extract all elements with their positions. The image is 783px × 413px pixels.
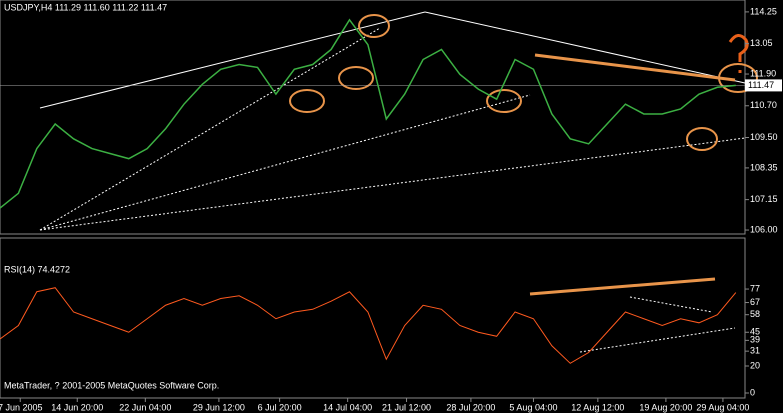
last-price-label: 111.47: [748, 80, 774, 90]
y-tick-label: 39: [750, 335, 760, 345]
y-tick-label: 67: [750, 297, 760, 307]
annotation-circle: [486, 89, 522, 113]
trend-line: [39, 27, 381, 231]
y-tick-label: 20: [750, 360, 760, 370]
y-tick-label: 109.50: [750, 132, 778, 142]
trend-line: [39, 94, 531, 231]
y-tick-label: 0: [750, 387, 755, 397]
last-price-box: [745, 79, 782, 92]
x-tick-label: 19 Aug 20:00: [639, 402, 692, 412]
x-tick-label: 7 Jun 2005: [0, 402, 43, 412]
x-tick-label: 29 Jun 12:00: [193, 402, 245, 412]
x-tick-label: 28 Jul 20:00: [446, 402, 495, 412]
y-tick-label: 110.70: [750, 100, 777, 110]
x-tick-label: 29 Aug 04:00: [696, 402, 749, 412]
price-frame: [0, 0, 746, 235]
y-tick-label: 45: [750, 327, 760, 337]
trend-line: [39, 137, 746, 231]
y-tick-label: 58: [750, 309, 760, 319]
y-tick-label: 77: [750, 283, 760, 293]
trend-line: [39, 11, 426, 109]
annotation-circle: [289, 89, 325, 113]
x-tick-label: 21 Jul 12:00: [382, 402, 431, 412]
trend-line: [424, 11, 746, 84]
y-tick-label: 31: [750, 346, 760, 356]
annotation-line: [529, 277, 716, 296]
series-line: [0, 287, 737, 364]
copyright: MetaTrader, ? 2001-2005 MetaQuotes Softw…: [4, 380, 219, 390]
x-tick-label: 5 Aug 04:00: [509, 402, 557, 412]
y-tick-label: 111.90: [750, 68, 776, 78]
annotation-circle: [338, 66, 374, 90]
y-tick-label: 106.00: [750, 224, 778, 234]
x-tick-label: 22 Jun 04:00: [119, 402, 171, 412]
x-tick-label: 6 Jul 20:00: [258, 402, 302, 412]
question-mark: [728, 34, 749, 73]
x-tick-label: 12 Aug 12:00: [571, 402, 624, 412]
annotation-line: [534, 53, 736, 82]
panel-title: RSI(14) 74.4272: [4, 264, 70, 274]
rsi-frame: [0, 237, 746, 399]
trend-line: [579, 327, 736, 353]
y-tick-label: 13.05: [750, 38, 773, 48]
x-tick-label: 14 Jun 20:00: [51, 402, 103, 412]
y-tick-label: 108.35: [750, 162, 778, 172]
annotation-circle: [358, 14, 390, 38]
y-tick-label: 107.15: [750, 194, 778, 204]
series-line: [0, 18, 736, 209]
panel-title: USDJPY,H4 111.29 111.60 111.22 111.47: [4, 2, 167, 12]
annotation-circle: [686, 127, 718, 151]
x-tick-label: 14 Jul 04:00: [323, 402, 372, 412]
annotation-circle: [718, 63, 758, 93]
trend-line: [629, 296, 713, 313]
y-tick-label: 114.25: [750, 6, 777, 16]
